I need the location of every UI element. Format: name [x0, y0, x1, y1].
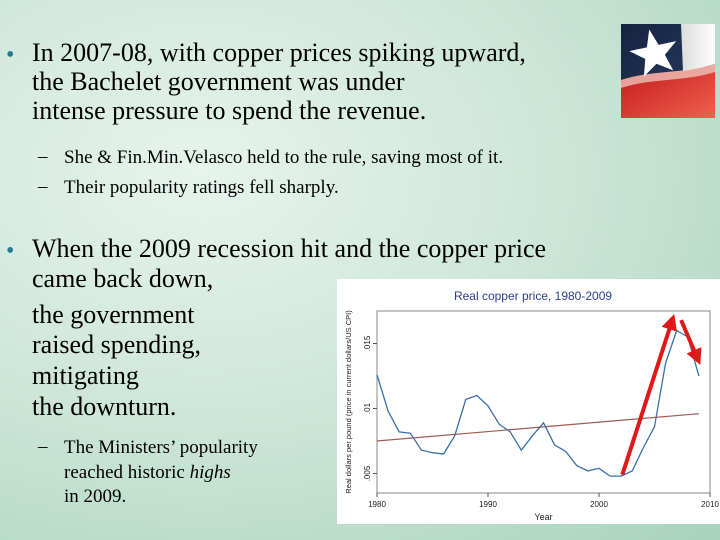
bullet-2-line-1: When the 2009 recession hit and the copp… — [32, 234, 547, 263]
bullet-1-line-1: In 2007-08, with copper prices spiking u… — [32, 38, 526, 67]
chart-title: Real copper price, 1980-2009 — [454, 289, 612, 303]
bullet-2-line-3: the government — [32, 300, 195, 329]
bullet-2-line-2: came back down, — [32, 264, 214, 293]
copper-price-chart: Real copper price, 1980-2009 .005 .01 .015… — [337, 279, 720, 524]
sub-dash: – — [38, 146, 48, 167]
bullet-2-line-6: the downturn. — [32, 392, 177, 421]
sub-bullet-3-line-3: in 2009. — [64, 486, 127, 507]
red-arrow — [620, 314, 677, 476]
bullet-1-line-2: the Bachelet government was under — [32, 67, 405, 96]
bullet-2-line-5: mitigating — [32, 361, 139, 390]
y-tick-label: .01 — [363, 402, 372, 414]
plot-area — [376, 310, 711, 494]
y-axis: .005 .01 .015 — [363, 335, 377, 481]
highs-italic: highs — [189, 462, 231, 483]
x-tick-label: 2010 — [701, 500, 719, 509]
sub-bullet-1: She & Fin.Min.Velasco held to the rule, … — [64, 147, 504, 168]
x-tick-label: 1980 — [368, 500, 386, 509]
chart-background — [337, 279, 720, 524]
sub-dash: – — [38, 176, 48, 197]
sub-bullet-3-line-2: reached historic highs — [64, 461, 231, 484]
sub-bullet-2: Their popularity ratings fell sharply. — [64, 177, 339, 198]
y-tick-label: .015 — [363, 335, 372, 351]
bullet-2-line-4: raised spending, — [32, 330, 201, 359]
copper-price-series-line — [376, 329, 700, 477]
red-arrow — [679, 319, 702, 365]
bullet-1-line-3: intense pressure to spend the revenue. — [32, 96, 427, 125]
sub-text: reached historic — [64, 462, 190, 483]
trend-line — [376, 413, 699, 442]
y-tick-label: .005 — [363, 465, 372, 481]
x-axis-label: Year — [534, 512, 552, 522]
annotation-arrows — [620, 314, 702, 476]
x-tick-label: 1990 — [479, 500, 497, 509]
chile-flag-star-icon — [621, 24, 715, 118]
x-axis: 1980 1990 2000 2010 — [368, 493, 719, 509]
sub-bullet-3-line-1: The Ministers’ popularity — [64, 437, 258, 458]
bullet-marker: • — [6, 238, 15, 264]
bullet-marker: • — [6, 42, 15, 68]
x-tick-label: 2000 — [590, 500, 608, 509]
y-axis-label: Real dollars per pound (price in current… — [344, 310, 353, 494]
sub-dash: – — [38, 436, 48, 457]
